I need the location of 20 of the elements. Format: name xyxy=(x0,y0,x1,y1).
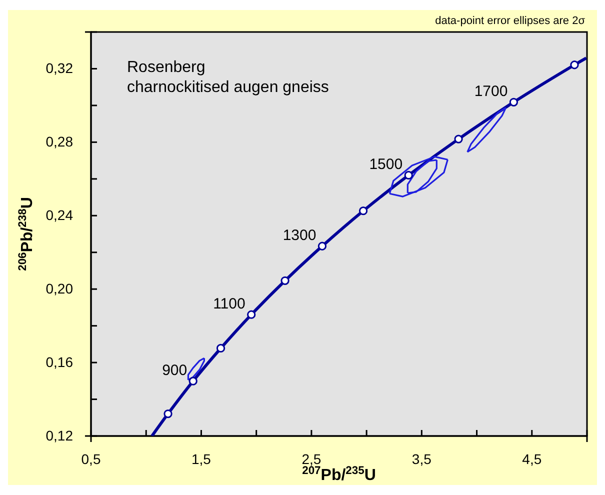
y-tick-label: 0,16 xyxy=(46,354,74,370)
annotation: 1100 xyxy=(213,296,246,313)
text: data-point error ellipses are 2σ xyxy=(435,15,586,27)
annotation: 1300 xyxy=(282,227,316,244)
x-tick-label: 4,5 xyxy=(522,450,542,467)
annotation: Rosenberg xyxy=(127,59,206,76)
x-tick-label: 2,5 xyxy=(302,450,322,467)
annotation: 900 xyxy=(162,362,188,380)
annotation: 1500 xyxy=(369,156,403,174)
y-tick-label: 0,12 xyxy=(46,427,74,444)
x-tick-label: 0,5 xyxy=(81,450,101,467)
x-tick-label: 3,5 xyxy=(412,450,432,467)
x-axis-title: $^{207}$Pb/$^{235}$U xyxy=(302,465,376,484)
y-tick-label: 0,24 xyxy=(46,207,74,224)
y-tick-label: 0,28 xyxy=(46,134,74,150)
annotation: 1700 xyxy=(474,83,508,100)
y-tick-label: 0,32 xyxy=(46,60,74,76)
y-tick-label: 0,20 xyxy=(46,280,74,297)
annotation: charnockitised augen gneiss xyxy=(127,79,329,96)
x-tick-label: 1,5 xyxy=(191,450,212,467)
